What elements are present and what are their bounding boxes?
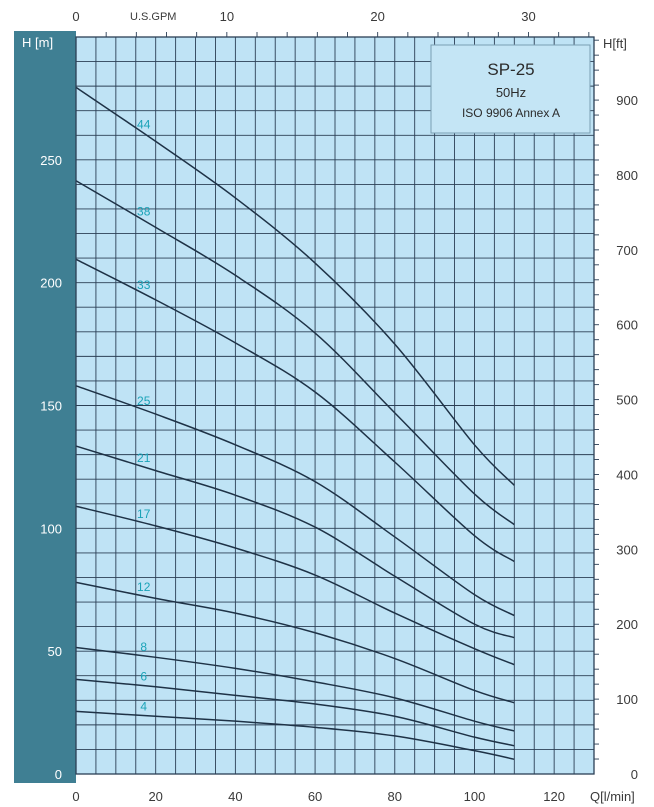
curve-stage-6 xyxy=(75,678,515,747)
right-axis-label: H[ft] xyxy=(603,36,627,51)
curve-stage-4 xyxy=(75,710,515,760)
y-tick-label: 50 xyxy=(48,644,62,659)
stage-label: 12 xyxy=(137,580,151,594)
right-tick-label: 400 xyxy=(616,467,638,482)
x-tick-label: 40 xyxy=(228,789,242,804)
x-tick-label: 100 xyxy=(464,789,486,804)
stage-label: 33 xyxy=(137,278,151,292)
left-axis-band xyxy=(14,31,76,783)
stage-label: 44 xyxy=(137,117,151,131)
right-tick-label: 800 xyxy=(616,168,638,183)
right-tick-label: 900 xyxy=(616,93,638,108)
curves xyxy=(75,86,515,760)
curve-stage-44 xyxy=(75,86,515,486)
curve-stage-8 xyxy=(75,646,515,732)
curve-stage-12 xyxy=(75,581,515,704)
curve-stage-33 xyxy=(75,258,515,563)
x-axis-label: Q[l/min] xyxy=(590,789,635,804)
y-tick-label: 100 xyxy=(40,521,62,536)
top-axis-label: U.S.GPM xyxy=(130,11,176,23)
info-box-background xyxy=(430,44,591,134)
right-tick-label: 600 xyxy=(616,318,638,333)
stage-labels: 4 6 8 12 17 21 25 33 38 44 xyxy=(137,117,151,713)
y-tick-label: 150 xyxy=(40,399,62,414)
x-tick-label: 60 xyxy=(308,789,322,804)
curve-stage-21 xyxy=(75,445,515,639)
right-tick-label: 0 xyxy=(631,767,638,782)
tick-labels: 0 20 40 60 80 100 1200501001502002500100200300… xyxy=(40,9,638,804)
x-tick-label: 0 xyxy=(72,789,79,804)
y-tick-label: 0 xyxy=(55,767,62,782)
chart-title: SP-25 xyxy=(487,60,534,79)
x-tick-label: 120 xyxy=(543,789,565,804)
top-tick-label: 10 xyxy=(220,9,234,24)
curve-stage-38 xyxy=(75,180,515,526)
info-box: SP-25 50Hz ISO 9906 Annex A xyxy=(430,44,591,134)
top-tick-label: 0 xyxy=(72,9,79,24)
top-tick-label: 20 xyxy=(370,9,384,24)
stage-label: 38 xyxy=(137,204,151,218)
standard-label: ISO 9906 Annex A xyxy=(462,106,560,120)
stage-label: 4 xyxy=(140,700,147,714)
y-tick-label: 200 xyxy=(40,276,62,291)
y-tick-label: 250 xyxy=(40,153,62,168)
right-tick-label: 100 xyxy=(616,692,638,707)
y-axis-label: H [m] xyxy=(22,35,53,50)
plot-frame xyxy=(75,36,595,775)
right-tick-label: 300 xyxy=(616,542,638,557)
curve-stage-17 xyxy=(75,505,515,666)
stage-label: 8 xyxy=(140,640,147,654)
x-tick-label: 80 xyxy=(388,789,402,804)
right-tick-label: 500 xyxy=(616,393,638,408)
stage-label: 21 xyxy=(137,451,151,465)
right-tick-label: 700 xyxy=(616,243,638,258)
stage-label: 25 xyxy=(137,394,151,408)
curve-stage-25 xyxy=(75,385,515,617)
right-tick-label: 200 xyxy=(616,617,638,632)
x-tick-label: 20 xyxy=(148,789,162,804)
frequency-label: 50Hz xyxy=(496,85,526,100)
stage-label: 17 xyxy=(137,507,151,521)
grid xyxy=(76,32,599,774)
stage-label: 6 xyxy=(140,670,147,684)
top-tick-label: 30 xyxy=(521,9,535,24)
